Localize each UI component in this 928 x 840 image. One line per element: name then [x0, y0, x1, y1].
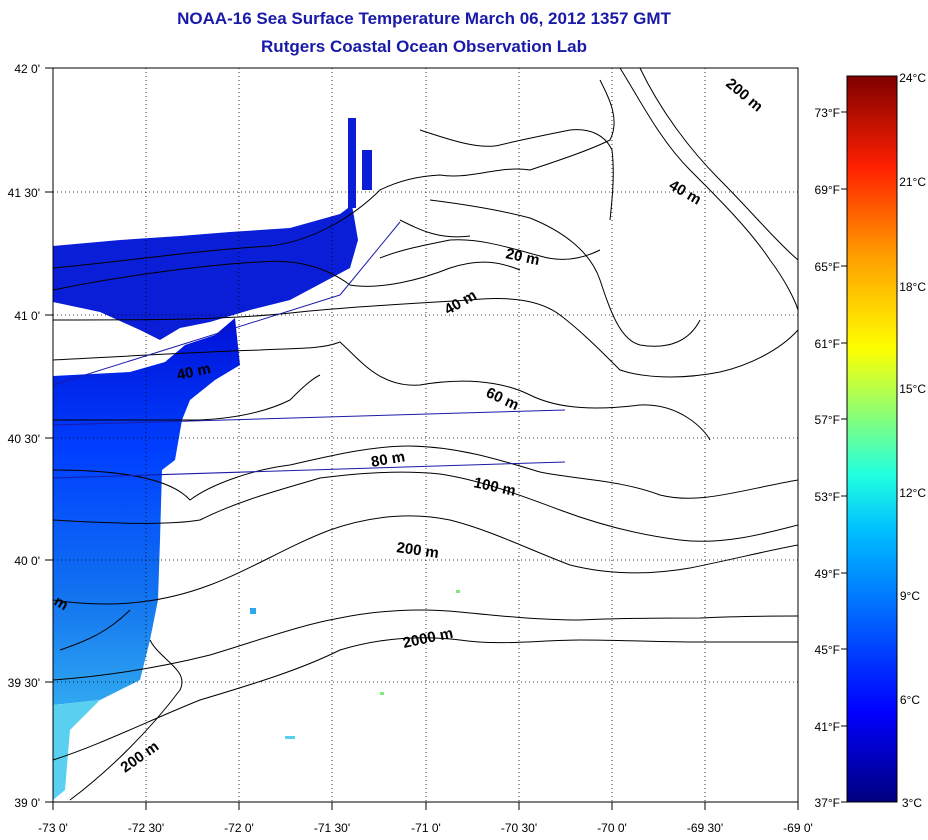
lon-label: -69 0': [783, 821, 813, 835]
colorbar-f-label: 53°F: [815, 490, 840, 504]
lon-label: -73 0': [38, 821, 68, 835]
colorbar-c-label: 9°C: [900, 589, 920, 603]
lon-label: -72 0': [224, 821, 254, 835]
isobath-label-80m: 80 m: [370, 448, 407, 471]
lat-label: 39 30': [8, 676, 40, 690]
lat-label: 41 30': [8, 186, 40, 200]
colorbar-c-label: 12°C: [899, 486, 926, 500]
isobath-label-20m: 20 m: [504, 245, 541, 269]
colorbar-f-label: 57°F: [815, 413, 840, 427]
colorbar-f-label: 37°F: [815, 796, 840, 810]
colorbar-f-label: 49°F: [815, 567, 840, 581]
lat-label: 39 0': [14, 796, 40, 810]
lat-label: 40 30': [8, 432, 40, 446]
isobath-label-40m-west: 40 m: [175, 360, 212, 384]
colorbar-c-label: 6°C: [900, 693, 920, 707]
sst-data-coverage: [53, 118, 460, 800]
colorbar-c-label: 18°C: [899, 280, 926, 294]
lat-label: 41 0': [14, 309, 40, 323]
map-title: NOAA-16 Sea Surface Temperature March 06…: [177, 9, 671, 28]
map-subtitle: Rutgers Coastal Ocean Observation Lab: [261, 37, 587, 56]
isobath-label-200m: 200 m: [395, 539, 439, 562]
colorbar-f-label: 65°F: [815, 260, 840, 274]
map-grid: [53, 68, 798, 802]
map-ticks: [45, 67, 799, 810]
colorbar-c-label: 15°C: [899, 382, 926, 396]
lon-label: -71 30': [314, 821, 350, 835]
lon-label: -70 30': [501, 821, 537, 835]
lon-label: -71 0': [411, 821, 441, 835]
colorbar-f-label: 73°F: [815, 106, 840, 120]
colorbar-c-label: 21°C: [899, 175, 926, 189]
lon-label: -70 0': [597, 821, 627, 835]
colorbar: 73°F 69°F 65°F 61°F 57°F 53°F 49°F 45°F …: [815, 71, 927, 810]
colorbar-c-label: 24°C: [899, 71, 926, 85]
colorbar-f-label: 69°F: [815, 183, 840, 197]
transect-lines: [53, 221, 566, 479]
lon-label: -69 30': [687, 821, 723, 835]
colorbar-f-label: 45°F: [815, 643, 840, 657]
bathymetry-contours: [53, 68, 798, 801]
lon-label: -72 30': [128, 821, 164, 835]
lat-label: 40 0': [14, 554, 40, 568]
colorbar-c-label: 3°C: [902, 796, 922, 810]
colorbar-f-label: 61°F: [815, 337, 840, 351]
colorbar-f-label: 41°F: [815, 720, 840, 734]
lat-label: 42 0': [14, 62, 40, 76]
